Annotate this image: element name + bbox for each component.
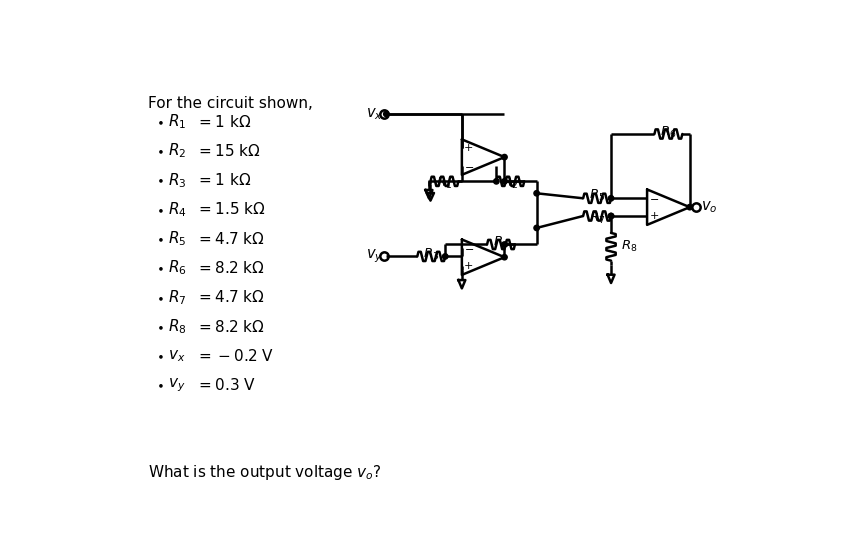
Text: $R_8$: $R_8$ <box>168 317 186 336</box>
Text: $= 4.7$ k$\Omega$: $= 4.7$ k$\Omega$ <box>196 231 265 247</box>
Circle shape <box>502 254 508 260</box>
Circle shape <box>608 213 613 219</box>
Text: $-$: $-$ <box>464 161 474 171</box>
Text: $= 8.2$ k$\Omega$: $= 8.2$ k$\Omega$ <box>196 319 266 335</box>
Text: $= 0.3$ V: $= 0.3$ V <box>196 377 256 393</box>
Text: $\bullet$: $\bullet$ <box>157 232 164 245</box>
Text: $\bullet$: $\bullet$ <box>157 349 164 362</box>
Circle shape <box>608 195 613 201</box>
Text: +: + <box>464 261 474 271</box>
Text: $R_3$: $R_3$ <box>168 171 186 189</box>
Text: $\bullet$: $\bullet$ <box>157 262 164 274</box>
Circle shape <box>502 242 508 247</box>
Circle shape <box>608 213 613 219</box>
Text: $= 4.7$ k$\Omega$: $= 4.7$ k$\Omega$ <box>196 289 265 305</box>
Circle shape <box>442 254 448 259</box>
Text: $\bullet$: $\bullet$ <box>157 291 164 304</box>
Text: $= 15$ k$\Omega$: $= 15$ k$\Omega$ <box>196 143 261 159</box>
Text: $-$: $-$ <box>649 193 659 203</box>
Text: For the circuit shown,: For the circuit shown, <box>148 95 313 110</box>
Circle shape <box>502 179 508 184</box>
Text: $R_1$: $R_1$ <box>168 112 186 131</box>
Text: $= 1$ k$\Omega$: $= 1$ k$\Omega$ <box>196 172 251 188</box>
Text: $R_4$: $R_4$ <box>492 235 509 250</box>
Text: $R_8$: $R_8$ <box>621 239 638 254</box>
Text: $R_7$: $R_7$ <box>168 288 186 306</box>
Text: $R_2$: $R_2$ <box>168 142 186 160</box>
Text: $-$: $-$ <box>464 243 474 253</box>
Text: $= 1$ k$\Omega$: $= 1$ k$\Omega$ <box>196 114 251 130</box>
Text: $R_2$: $R_2$ <box>503 176 519 192</box>
Text: $\bullet$: $\bullet$ <box>157 320 164 333</box>
Text: $\bullet$: $\bullet$ <box>157 203 164 216</box>
Text: $\bullet$: $\bullet$ <box>157 145 164 157</box>
Circle shape <box>534 225 540 231</box>
Text: $= 8.2$ k$\Omega$: $= 8.2$ k$\Omega$ <box>196 260 266 276</box>
Text: $= -0.2$ V: $= -0.2$ V <box>196 348 274 364</box>
Text: +: + <box>650 211 659 221</box>
Text: $\bullet$: $\bullet$ <box>157 174 164 187</box>
Text: $\bullet$: $\bullet$ <box>157 379 164 391</box>
Text: $R_6$: $R_6$ <box>168 259 186 277</box>
Circle shape <box>383 112 389 116</box>
Text: +: + <box>464 144 474 153</box>
Text: $= 1.5$ k$\Omega$: $= 1.5$ k$\Omega$ <box>196 201 266 217</box>
Text: $\bullet$: $\bullet$ <box>157 115 164 128</box>
Circle shape <box>687 204 692 210</box>
Text: $v_o$: $v_o$ <box>700 199 717 215</box>
Circle shape <box>493 179 499 184</box>
Text: $v_x$: $v_x$ <box>366 106 383 122</box>
Text: $R_1$: $R_1$ <box>437 176 453 192</box>
Circle shape <box>502 155 508 160</box>
Text: $v_x$: $v_x$ <box>168 348 185 364</box>
Text: $R_3$: $R_3$ <box>423 246 439 262</box>
Text: $R_6$: $R_6$ <box>660 125 677 140</box>
Text: $v_y$: $v_y$ <box>168 376 185 394</box>
Text: $R_7$: $R_7$ <box>589 211 605 226</box>
Text: $R_5$: $R_5$ <box>589 188 605 203</box>
Text: $v_y$: $v_y$ <box>366 248 383 265</box>
Text: What is the output voltage $v_o$?: What is the output voltage $v_o$? <box>148 463 382 482</box>
Text: $R_5$: $R_5$ <box>168 230 186 248</box>
Text: $R_4$: $R_4$ <box>168 200 186 219</box>
Circle shape <box>534 190 540 196</box>
